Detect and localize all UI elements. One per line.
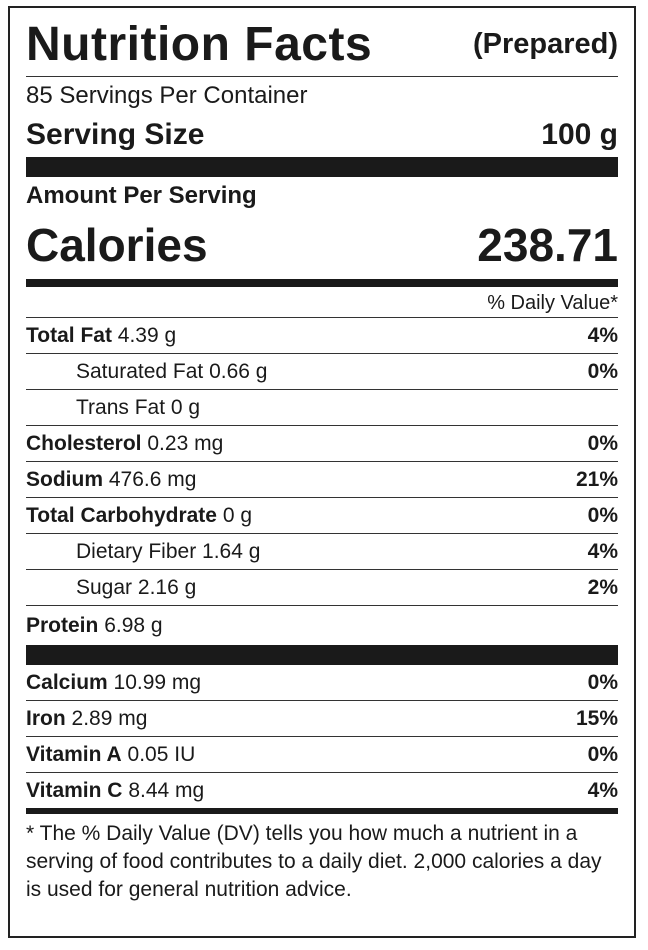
calories-label: Calories xyxy=(26,219,208,271)
nutrient-name: Total Fat xyxy=(26,323,112,347)
footnote: * The % Daily Value (DV) tells you how m… xyxy=(26,822,602,901)
nutrient-name: Sodium xyxy=(26,467,103,491)
nutrient-amount: 2.16 g xyxy=(137,575,197,599)
minerals: Calcium 10.99 mg 0% Iron 2.89 mg 15% Vitamin… xyxy=(26,665,618,809)
nutrient-name: Protein xyxy=(26,614,99,637)
qualifier: (Prepared) xyxy=(472,27,618,60)
nutrient: Sugar 2.16 g xyxy=(76,576,196,600)
nutrient-row: Sodium 476.6 mg 21% xyxy=(26,462,618,498)
nutrient-amount: 0.05 IU xyxy=(127,742,196,766)
daily-value: 0% xyxy=(587,670,618,694)
divider xyxy=(26,645,618,665)
serving-size: Serving Size 100 g xyxy=(26,113,618,157)
nutrient: Cholesterol 0.23 mg xyxy=(26,432,223,456)
daily-value: 0% xyxy=(587,431,618,455)
nutrient-amount: 1.64 g xyxy=(202,539,261,563)
nutrient: Total Fat 4.39 g xyxy=(26,324,176,348)
nutrients: Total Fat 4.39 g 4% Saturated Fat 0.66 g 0%… xyxy=(26,318,618,646)
nutrient-row: Calcium 10.99 mg 0% xyxy=(26,665,618,701)
nutrient: Dietary Fiber 1.64 g xyxy=(76,540,260,564)
serving-size-label: Serving Size xyxy=(26,118,205,151)
daily-value: 4% xyxy=(587,539,618,563)
nutrient-amount: 0.66 g xyxy=(209,359,268,383)
nutrient-name: Vitamin C xyxy=(26,778,123,802)
nutrient-amount: 2.89 mg xyxy=(71,706,148,730)
nutrient-row: Vitamin A 0.05 IU 0% xyxy=(26,737,618,773)
daily-value: 2% xyxy=(587,575,618,599)
title: Nutrition Facts xyxy=(26,17,373,71)
daily-value: 4% xyxy=(587,778,618,802)
nutrient-amount: 4.39 g xyxy=(117,323,177,347)
nutrient-amount: 6.98 g xyxy=(104,614,163,637)
daily-value: 0% xyxy=(587,742,618,766)
nutrient-amount: 0.23 mg xyxy=(147,431,224,455)
nutrient-row: Total Fat 4.39 g 4% xyxy=(26,318,618,354)
nutrient: Trans Fat 0 g xyxy=(76,396,200,420)
dv-header: % Daily Value* xyxy=(26,287,618,318)
nutrient: Vitamin A 0.05 IU xyxy=(26,743,195,767)
servings: 85 Servings Per Container xyxy=(26,82,308,109)
serving-size-value: 100 g xyxy=(541,118,618,151)
calories: Calories 238.71 xyxy=(26,215,618,275)
nutrient-row: Iron 2.89 mg 15% xyxy=(26,701,618,737)
nutrient-amount: 8.44 mg xyxy=(128,778,205,802)
nutrient-name: Trans Fat xyxy=(76,395,166,419)
nutrient-row: Dietary Fiber 1.64 g 4% xyxy=(26,534,618,570)
nutrient-name: Vitamin A xyxy=(26,742,122,766)
nutrient-name: Sugar xyxy=(76,575,133,599)
nutrient-row: Saturated Fat 0.66 g 0% xyxy=(26,354,618,390)
nutrient-name: Total Carbohydrate xyxy=(26,503,217,527)
daily-value: 4% xyxy=(587,323,618,347)
divider xyxy=(26,808,618,814)
nutrient-row: Total Carbohydrate 0 g 0% xyxy=(26,498,618,534)
nutrient-amount: 476.6 mg xyxy=(108,467,197,491)
nutrient-row: Vitamin C 8.44 mg 4% xyxy=(26,773,618,809)
nutrient: Sodium 476.6 mg xyxy=(26,468,196,492)
nutrient: Total Carbohydrate 0 g xyxy=(26,504,252,528)
daily-value: 21% xyxy=(575,467,618,491)
nutrient-amount: 0 g xyxy=(222,503,253,527)
daily-value: 0% xyxy=(587,503,618,527)
amount-per-serving: Amount Per Serving xyxy=(26,182,257,209)
divider xyxy=(26,157,618,177)
divider xyxy=(26,279,618,287)
nutrition-label: Nutrition Facts (Prepared) 85 Servings P… xyxy=(8,6,636,938)
nutrient: Protein 6.98 g xyxy=(26,614,163,638)
nutrient: Iron 2.89 mg xyxy=(26,707,147,731)
nutrient-name: Saturated Fat xyxy=(76,359,204,383)
calories-value: 238.71 xyxy=(477,219,618,271)
nutrient-name: Iron xyxy=(26,706,66,730)
nutrient-row: Cholesterol 0.23 mg 0% xyxy=(26,426,618,462)
nutrient-row: Trans Fat 0 g xyxy=(26,390,618,426)
daily-value: 15% xyxy=(575,706,618,730)
header: Nutrition Facts (Prepared) xyxy=(26,12,618,77)
nutrient: Saturated Fat 0.66 g xyxy=(76,360,267,384)
nutrient-name: Calcium xyxy=(26,670,108,694)
nutrient-name: Dietary Fiber xyxy=(76,539,197,563)
nutrient-name: Cholesterol xyxy=(26,431,142,455)
nutrient-amount: 10.99 mg xyxy=(113,670,202,694)
daily-value: 0% xyxy=(587,359,618,383)
nutrient-amount: 0 g xyxy=(170,395,201,419)
nutrient-row: Sugar 2.16 g 2% xyxy=(26,570,618,606)
nutrient: Calcium 10.99 mg xyxy=(26,671,201,695)
nutrient: Vitamin C 8.44 mg xyxy=(26,779,204,803)
nutrient-row: Protein 6.98 g xyxy=(26,606,618,646)
